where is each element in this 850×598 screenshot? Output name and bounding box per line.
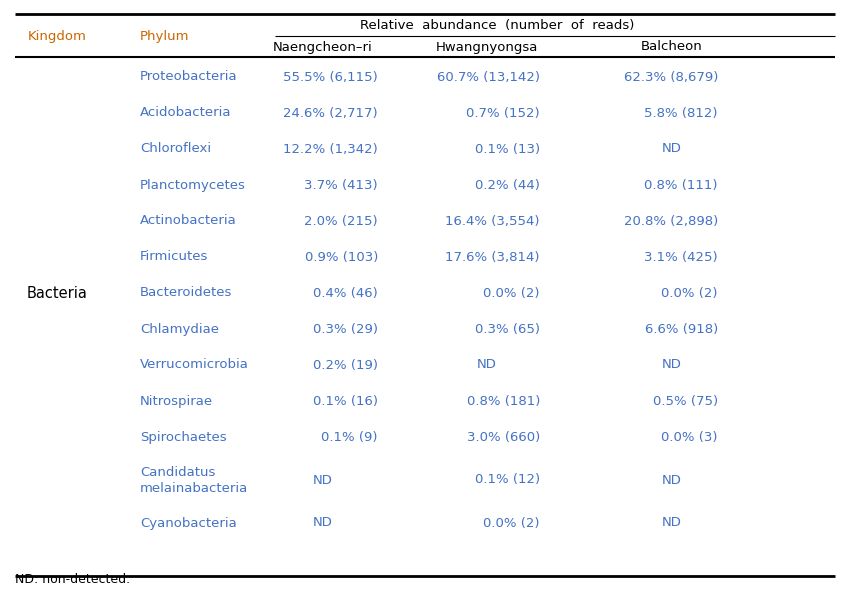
Text: ND: ND [313, 474, 333, 487]
Text: ND: ND [662, 474, 682, 487]
Text: ND: ND [662, 358, 682, 371]
Text: 12.2% (1,342): 12.2% (1,342) [283, 142, 378, 155]
Text: 6.6% (918): 6.6% (918) [645, 322, 718, 335]
Text: 3.7% (413): 3.7% (413) [304, 178, 378, 191]
Text: ND: non-detected.: ND: non-detected. [15, 573, 130, 586]
Text: Relative  abundance  (number  of  reads): Relative abundance (number of reads) [360, 20, 635, 32]
Text: 0.0% (2): 0.0% (2) [661, 286, 718, 300]
Text: 17.6% (3,814): 17.6% (3,814) [445, 251, 540, 264]
Text: 0.0% (3): 0.0% (3) [661, 431, 718, 444]
Text: Chloroflexi: Chloroflexi [140, 142, 211, 155]
Text: 3.0% (660): 3.0% (660) [467, 431, 540, 444]
Text: ND: ND [477, 358, 497, 371]
Text: 0.9% (103): 0.9% (103) [304, 251, 378, 264]
Text: 2.0% (215): 2.0% (215) [304, 215, 378, 227]
Text: 24.6% (2,717): 24.6% (2,717) [283, 106, 378, 120]
Text: 20.8% (2,898): 20.8% (2,898) [624, 215, 718, 227]
Text: Firmicutes: Firmicutes [140, 251, 208, 264]
Text: ND: ND [662, 517, 682, 529]
Text: Nitrospirae: Nitrospirae [140, 395, 213, 407]
Text: 5.8% (812): 5.8% (812) [644, 106, 718, 120]
Text: Verrucomicrobia: Verrucomicrobia [140, 358, 249, 371]
Text: 0.4% (46): 0.4% (46) [314, 286, 378, 300]
Text: 0.2% (44): 0.2% (44) [475, 178, 540, 191]
Text: Phylum: Phylum [140, 30, 190, 43]
Text: 0.3% (29): 0.3% (29) [313, 322, 378, 335]
Text: 0.2% (19): 0.2% (19) [313, 358, 378, 371]
Text: 62.3% (8,679): 62.3% (8,679) [624, 71, 718, 84]
Text: 0.7% (152): 0.7% (152) [467, 106, 540, 120]
Text: melainabacteria: melainabacteria [140, 481, 248, 495]
Text: 55.5% (6,115): 55.5% (6,115) [283, 71, 378, 84]
Text: ND: ND [662, 142, 682, 155]
Text: Spirochaetes: Spirochaetes [140, 431, 227, 444]
Text: Candidatus: Candidatus [140, 465, 215, 478]
Text: Actinobacteria: Actinobacteria [140, 215, 237, 227]
Text: 0.8% (111): 0.8% (111) [644, 178, 718, 191]
Text: 0.1% (13): 0.1% (13) [475, 142, 540, 155]
Text: 60.7% (13,142): 60.7% (13,142) [437, 71, 540, 84]
Text: 16.4% (3,554): 16.4% (3,554) [445, 215, 540, 227]
Text: 0.1% (9): 0.1% (9) [321, 431, 378, 444]
Text: Naengcheon–ri: Naengcheon–ri [273, 41, 373, 53]
Text: 0.1% (12): 0.1% (12) [475, 474, 540, 487]
Text: 0.0% (2): 0.0% (2) [484, 286, 540, 300]
Text: Balcheon: Balcheon [641, 41, 703, 53]
Text: Acidobacteria: Acidobacteria [140, 106, 231, 120]
Text: Planctomycetes: Planctomycetes [140, 178, 246, 191]
Text: 0.0% (2): 0.0% (2) [484, 517, 540, 529]
Text: 0.5% (75): 0.5% (75) [653, 395, 718, 407]
Text: 0.3% (65): 0.3% (65) [475, 322, 540, 335]
Text: 0.8% (181): 0.8% (181) [467, 395, 540, 407]
Text: Kingdom: Kingdom [27, 30, 87, 43]
Text: 3.1% (425): 3.1% (425) [644, 251, 718, 264]
Text: Cyanobacteria: Cyanobacteria [140, 517, 237, 529]
Text: Bacteria: Bacteria [26, 285, 88, 301]
Text: Proteobacteria: Proteobacteria [140, 71, 238, 84]
Text: 0.1% (16): 0.1% (16) [313, 395, 378, 407]
Text: ND: ND [313, 517, 333, 529]
Text: Bacteroidetes: Bacteroidetes [140, 286, 232, 300]
Text: Hwangnyongsa: Hwangnyongsa [436, 41, 538, 53]
Text: Chlamydiae: Chlamydiae [140, 322, 219, 335]
